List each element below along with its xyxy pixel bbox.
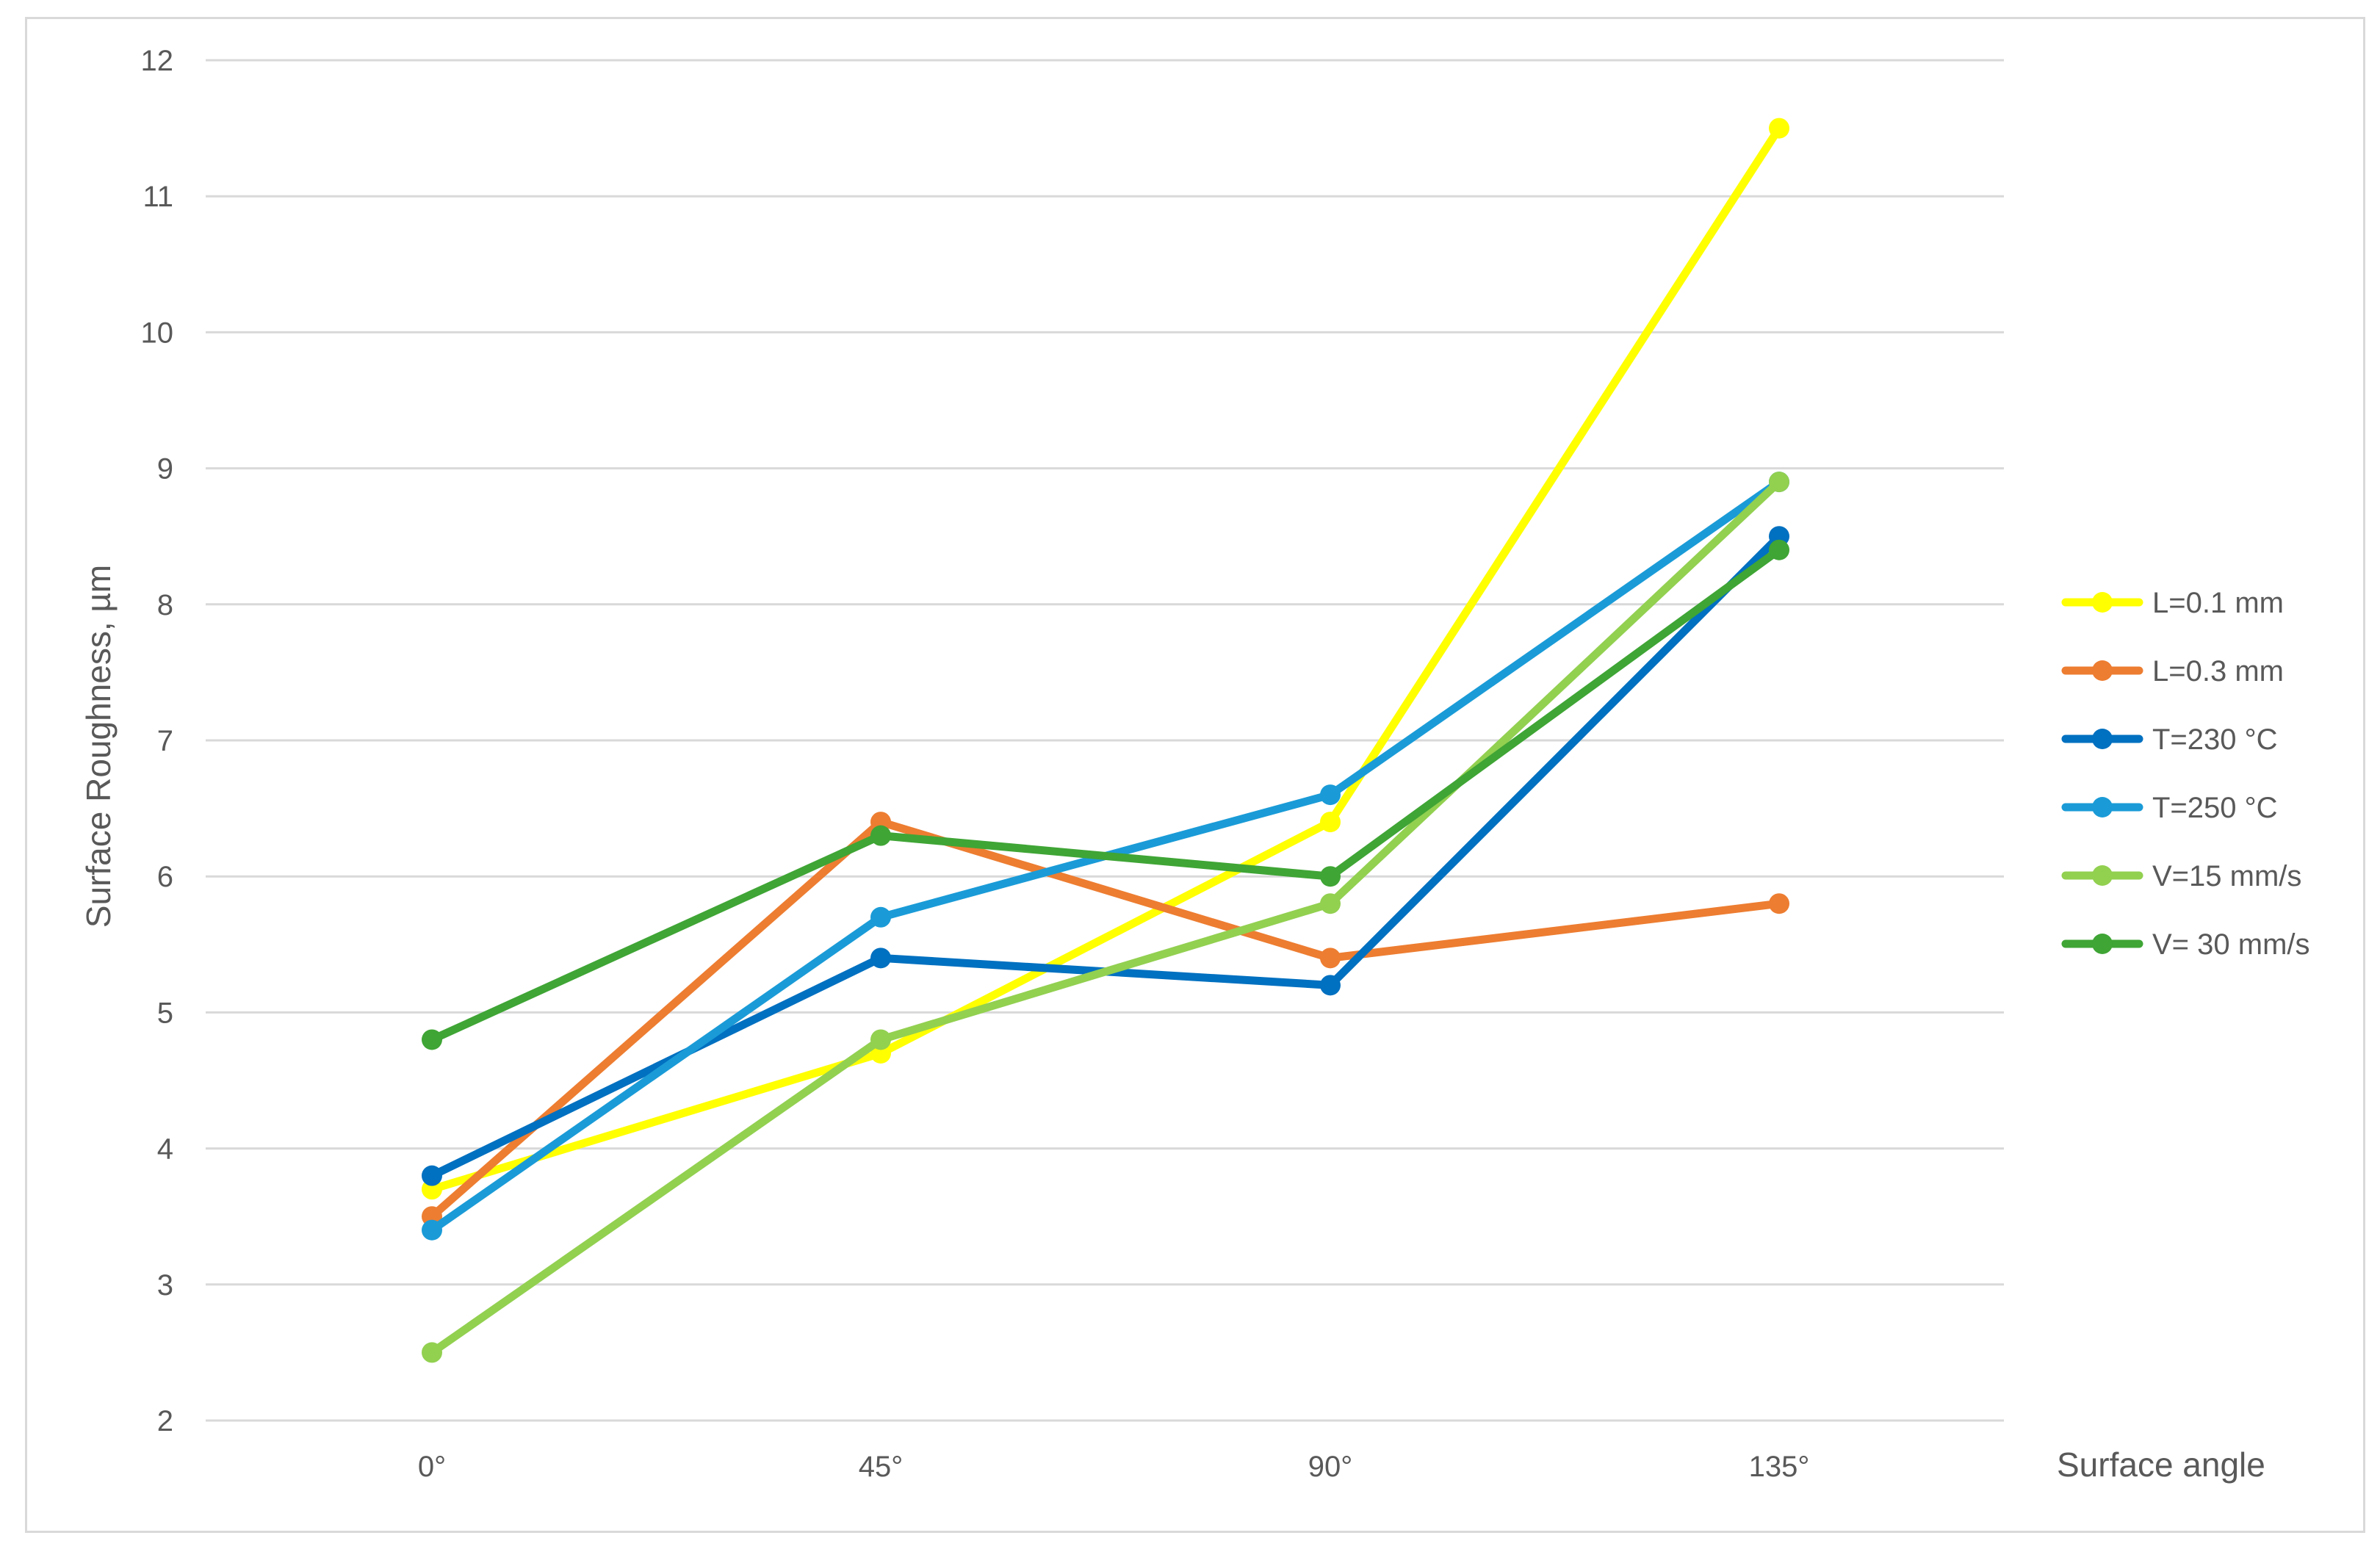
x-tick-label: 90° bbox=[1308, 1451, 1353, 1483]
data-point bbox=[1769, 893, 1789, 914]
y-tick-label: 2 bbox=[157, 1405, 173, 1437]
legend-item: V=15 mm/s bbox=[2061, 860, 2301, 892]
data-point bbox=[1320, 812, 1341, 833]
series-lines bbox=[422, 118, 1789, 1363]
legend-swatch-marker bbox=[2092, 592, 2113, 613]
y-tick-label: 11 bbox=[143, 181, 173, 213]
gridlines bbox=[206, 59, 2004, 1422]
data-point bbox=[870, 906, 891, 928]
y-tick-label: 6 bbox=[157, 861, 173, 893]
data-point bbox=[1320, 975, 1341, 996]
y-axis-title: Surface Roughness, µm bbox=[79, 565, 118, 928]
series-5 bbox=[422, 539, 1789, 1050]
series-line bbox=[428, 477, 1784, 1357]
legend-label: T=230 °C bbox=[2152, 723, 2278, 756]
legend: L=0.1 mm L=0.3 mm T=230 °C T=250 °C V=15 mm/… bbox=[2061, 587, 2310, 961]
legend-label: L=0.1 mm bbox=[2152, 587, 2284, 619]
legend-label: V=15 mm/s bbox=[2152, 860, 2301, 892]
data-point bbox=[1320, 948, 1341, 969]
legend-swatch-marker bbox=[2092, 865, 2113, 886]
x-axis-title: Surface angle bbox=[2057, 1445, 2265, 1484]
legend-item: T=250 °C bbox=[2061, 792, 2278, 824]
data-point bbox=[870, 1029, 891, 1050]
y-axis-tick-labels: 2 3 4 5 6 7 8 9 10 11 12 bbox=[141, 45, 174, 1437]
data-point bbox=[1320, 866, 1341, 887]
series-0 bbox=[422, 118, 1789, 1200]
legend-item: L=0.1 mm bbox=[2061, 587, 2284, 619]
y-tick-label: 8 bbox=[157, 589, 173, 621]
data-point bbox=[422, 1165, 442, 1186]
data-point bbox=[422, 1342, 442, 1363]
y-tick-label: 7 bbox=[157, 725, 173, 757]
y-tick-label: 5 bbox=[157, 997, 173, 1029]
data-point bbox=[1769, 539, 1789, 560]
data-point bbox=[1769, 472, 1789, 493]
y-tick-label: 4 bbox=[157, 1133, 173, 1166]
series-line bbox=[428, 817, 1784, 1221]
legend-item: L=0.3 mm bbox=[2061, 655, 2284, 687]
legend-label: L=0.3 mm bbox=[2152, 655, 2284, 687]
legend-label: T=250 °C bbox=[2152, 792, 2278, 824]
series-line bbox=[428, 546, 1784, 1044]
data-point bbox=[1320, 893, 1341, 914]
legend-item: V= 30 mm/s bbox=[2061, 928, 2310, 961]
data-point bbox=[870, 948, 891, 969]
data-point bbox=[1769, 118, 1789, 139]
series-line bbox=[428, 124, 1784, 1194]
data-point bbox=[870, 825, 891, 846]
x-tick-label: 135° bbox=[1749, 1451, 1810, 1483]
x-axis-tick-labels: 0° 45° 90° 135° bbox=[418, 1451, 1809, 1483]
series-4 bbox=[422, 472, 1789, 1363]
legend-label: V= 30 mm/s bbox=[2152, 928, 2310, 961]
data-point bbox=[422, 1029, 442, 1050]
y-tick-label: 3 bbox=[157, 1269, 173, 1302]
legend-swatch-marker bbox=[2092, 729, 2113, 749]
legend-swatch-marker bbox=[2092, 660, 2113, 681]
legend-item: T=230 °C bbox=[2061, 723, 2278, 756]
data-point bbox=[1320, 784, 1341, 806]
chart-frame bbox=[25, 17, 2365, 1533]
y-tick-label: 10 bbox=[141, 317, 174, 349]
series-1 bbox=[422, 812, 1789, 1227]
y-tick-label: 9 bbox=[157, 453, 173, 486]
legend-swatch-marker bbox=[2092, 797, 2113, 817]
x-tick-label: 0° bbox=[418, 1451, 446, 1483]
legend-swatch-marker bbox=[2092, 934, 2113, 954]
data-point bbox=[422, 1219, 442, 1241]
x-tick-label: 45° bbox=[859, 1451, 904, 1483]
y-tick-label: 12 bbox=[141, 45, 174, 77]
